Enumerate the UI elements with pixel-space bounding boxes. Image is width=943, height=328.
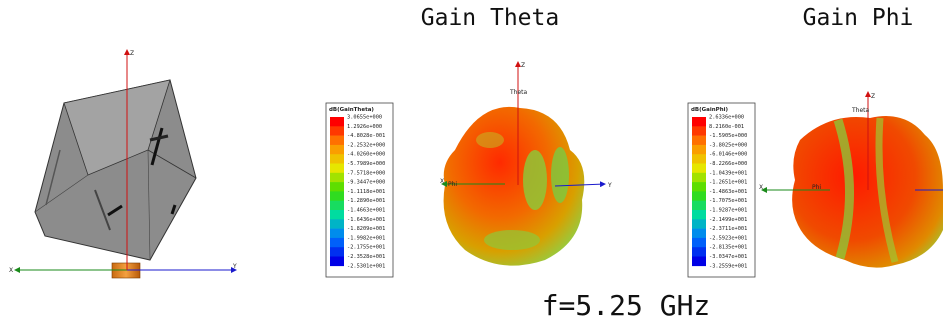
legend-label: -3.8025e+000 [709,142,747,148]
axis-label: Theta [851,107,870,114]
color-legend: dB(GainPhi) 2.6336e+000 8.2160e-001 -1.5905… [687,102,756,278]
legend-label: 3.0655e+000 [347,115,382,121]
legend-label: -2.1499e+001 [709,217,747,223]
legend-swatch [692,219,706,229]
legend-swatch [692,144,706,155]
legend-swatch [692,256,706,267]
legend-label: -1.7075e+001 [709,198,747,204]
legend-swatch [692,200,706,211]
legend-swatch [692,154,706,164]
legend-label: -2.3528e+001 [347,254,385,260]
gain-phi-pattern: Z Theta X Phi [759,91,943,268]
gain-theta-pattern: Z Theta X Phi Y [440,61,612,266]
legend-title: dB(GainTheta) [329,107,374,113]
legend-label: -1.6436e+001 [347,217,385,223]
legend-label: -2.5301e+001 [347,263,385,269]
legend-swatch [692,163,706,174]
caption: f=5.25 GHz [542,289,711,322]
legend-swatch [692,182,706,192]
legend-swatch [330,117,344,127]
legend-swatch [692,191,706,201]
axis-label: Y [607,182,612,189]
legend-swatch [330,144,344,155]
axis-label: Phi [448,181,457,188]
legend-swatch [692,172,706,183]
plot-title: Gain Phi [803,5,914,31]
axis-label: X [9,267,13,274]
legend-swatch [330,256,344,267]
legend-swatch [692,135,706,146]
legend-swatch [330,182,344,192]
plot-title: Gain Theta [421,5,559,31]
legend-label: -1.1118e+001 [347,189,385,195]
axis-label: Z [521,62,525,69]
color-legend: dB(GainTheta) 3.0655e+000 1.2926e+000 -4.80… [325,102,394,278]
legend-label: 8.2160e-001 [709,124,744,130]
legend-label: -1.2651e+001 [709,180,747,186]
legend-label: -1.5905e+000 [709,133,747,139]
legend-swatch [330,163,344,174]
axis-label: Y [232,263,237,270]
legend-swatch [330,126,344,136]
legend-label: -3.0347e+001 [709,254,747,260]
legend-label: -1.0439e+001 [709,170,747,176]
legend-label: -4.8028e-001 [347,133,385,139]
legend-label: -1.8209e+001 [347,226,385,232]
legend-label: 1.2926e+000 [347,124,382,130]
legend-swatch [692,247,706,257]
legend-label: -2.3711e+001 [709,226,747,232]
axis-label: Z [130,50,134,57]
axis-label: X [759,184,763,191]
legend-label: -1.4663e+001 [347,208,385,214]
legend-label: -2.2532e+000 [347,142,385,148]
axis-label: Z [871,93,875,100]
legend-swatch [692,126,706,136]
legend-label: -7.5718e+000 [347,170,385,176]
legend-title: dB(GainPhi) [691,107,729,113]
legend-swatch [330,237,344,248]
legend-label: -2.1755e+001 [347,245,385,251]
legend-label: -6.0146e+000 [709,152,747,158]
legend-swatch [330,154,344,164]
legend-label: -8.2266e+000 [709,161,747,167]
legend-swatch [692,237,706,248]
legend-swatch [330,191,344,201]
legend-swatch [330,210,344,220]
legend-swatch [330,247,344,257]
legend-label: -3.2559e+001 [709,263,747,269]
axis-label: Phi [812,184,821,191]
legend-swatch [330,135,344,146]
legend-label: -2.8135e+001 [709,245,747,251]
legend-label: -2.5923e+001 [709,235,747,241]
legend-swatch [692,210,706,220]
legend-swatch [330,200,344,211]
legend-swatch [692,117,706,127]
legend-label: -1.4863e+001 [709,189,747,195]
legend-label: -4.0260e+000 [347,152,385,158]
legend-label: -9.3447e+000 [347,180,385,186]
legend-label: -1.2890e+001 [347,198,385,204]
legend-swatch [330,172,344,183]
axis-label: Theta [509,89,528,96]
axis-label: X [440,178,444,185]
legend-label: -5.7989e+000 [347,161,385,167]
legend-swatch [330,219,344,229]
legend-swatch [330,228,344,239]
legend-label: -1.9982e+001 [347,235,385,241]
legend-label: 2.6336e+000 [709,115,744,121]
legend-label: -1.9287e+001 [709,208,747,214]
legend-swatch [692,228,706,239]
antenna-model: Z X Y [9,49,237,279]
